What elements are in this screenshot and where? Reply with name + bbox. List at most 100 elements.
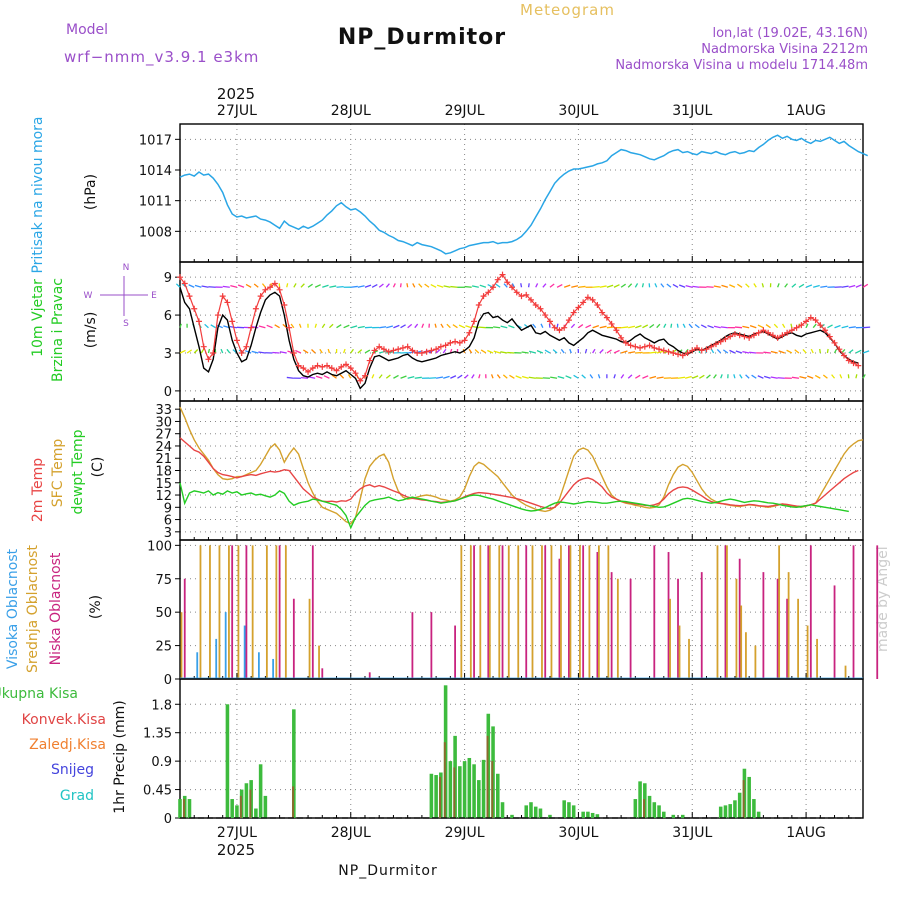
total-rain-bar: [680, 814, 685, 818]
wind-arrow: [515, 375, 522, 379]
wind-title-1: 10m Vjetar: [30, 279, 46, 357]
wind-arrow: [812, 323, 817, 329]
wind-gust-marker: [376, 343, 383, 350]
mid-cloud-title: Srednja Oblacnost: [25, 545, 41, 673]
wind-arrow: [571, 285, 579, 288]
wind-arrow: [620, 283, 627, 288]
legend-freezing-rain: Zaledj.Kisa: [29, 737, 106, 753]
y-tick-label: 3: [164, 347, 172, 362]
wind-arrow: [763, 351, 771, 354]
wind-gust-marker: [608, 320, 615, 327]
total-rain-bar: [230, 799, 234, 818]
wind-gust-marker: [855, 362, 862, 369]
wind-arrow: [339, 374, 345, 379]
wind-title-2: Brzina i Pravac: [50, 278, 66, 382]
wind-gust-marker: [722, 336, 729, 343]
wind-gust-marker: [750, 332, 757, 339]
wind-unit: (m/s): [83, 312, 99, 349]
wind-arrow: [194, 284, 202, 288]
wind-arrow: [407, 375, 415, 379]
wind-gust-marker: [831, 339, 838, 346]
wind-arrow: [435, 349, 441, 354]
dewpt-line: [179, 482, 849, 530]
wind-arrow: [729, 349, 736, 354]
wind-arrow: [642, 324, 649, 329]
wind-arrow: [386, 351, 394, 354]
wind-arrow: [436, 284, 444, 288]
wind-arrow: [757, 324, 764, 329]
wind-gust-marker: [561, 324, 568, 331]
wind-arrow: [379, 350, 386, 354]
convective-rain-bar: [742, 780, 745, 818]
wind-arrow: [862, 374, 866, 379]
wind-gust-marker: [556, 327, 563, 334]
wind-gust-marker: [793, 324, 800, 331]
wind-arrow: [557, 375, 565, 379]
wind-gust-marker: [433, 346, 440, 353]
wind-arrow: [862, 350, 870, 354]
total-rain-bar: [756, 811, 761, 818]
wind-arrow: [556, 283, 563, 288]
wind-gust-marker: [475, 301, 482, 308]
y-tick-label: 50: [155, 606, 172, 621]
wind-arrow: [308, 376, 316, 379]
wind-gust-marker: [305, 368, 312, 375]
wind-gust-marker: [589, 296, 596, 303]
cloud-unit: (%): [88, 595, 104, 619]
wind-arrow: [606, 326, 615, 329]
wind-arrow: [251, 325, 259, 329]
wind-gust-marker: [295, 362, 302, 369]
pressure-title: Pritisak na nivou mora: [30, 116, 46, 273]
wind-gust-marker: [618, 334, 625, 341]
wind-arrow: [678, 284, 686, 288]
total-rain-bar: [263, 795, 268, 818]
wind-arrow: [676, 323, 679, 328]
wind-speed-line: [179, 287, 859, 390]
wind-gust-marker: [300, 365, 307, 372]
wind-arrow: [713, 374, 717, 379]
wind-arrow: [315, 375, 323, 379]
wind-arrow: [393, 324, 400, 329]
wind-gust-marker: [826, 333, 833, 340]
convective-rain-bar: [491, 761, 494, 818]
y-tick-label: 0: [164, 385, 172, 400]
wind-arrow: [581, 374, 586, 379]
wind-arrow: [569, 348, 572, 354]
wind-arrow: [597, 374, 601, 379]
wind-gust-marker: [177, 274, 183, 281]
wind-gust-marker: [314, 362, 321, 369]
y-tick-label: 100: [147, 539, 172, 554]
wind-gust-marker: [466, 329, 473, 336]
wind-arrow: [258, 351, 266, 354]
total-rain-bar: [477, 780, 481, 818]
wind-gust-marker: [546, 318, 553, 325]
compass-cross-icon: [100, 276, 148, 316]
wind-arrow: [777, 377, 785, 379]
wind-gust-marker: [181, 280, 188, 287]
total-rain-bar: [467, 757, 472, 818]
wind-arrow: [613, 284, 620, 288]
total-rain-bar: [533, 806, 538, 818]
wind-arrow: [855, 349, 862, 354]
wind-arrow: [295, 349, 302, 354]
bottom-day-label: 1AUG: [786, 825, 826, 841]
wind-arrow: [450, 285, 458, 288]
total-rain-bar: [723, 805, 728, 818]
wind-arrow: [685, 285, 693, 288]
wind-arrow: [855, 374, 858, 379]
wind-gust-marker: [233, 337, 240, 344]
model-label: Model: [66, 22, 108, 38]
wind-gust-marker: [670, 349, 677, 356]
total-rain-bar: [586, 811, 590, 818]
wind-arrow: [794, 349, 800, 354]
total-rain-bar: [235, 805, 239, 818]
y-tick-label: 24: [155, 440, 172, 455]
wind-arrow: [742, 325, 750, 329]
convective-rain-bar: [486, 735, 489, 818]
wind-arrow: [757, 375, 764, 379]
wind-arrow: [749, 351, 757, 354]
wind-arrow: [791, 376, 800, 379]
wind-gust-marker: [746, 334, 753, 341]
wind-arrow: [578, 324, 584, 329]
wind-arrow: [479, 284, 487, 288]
